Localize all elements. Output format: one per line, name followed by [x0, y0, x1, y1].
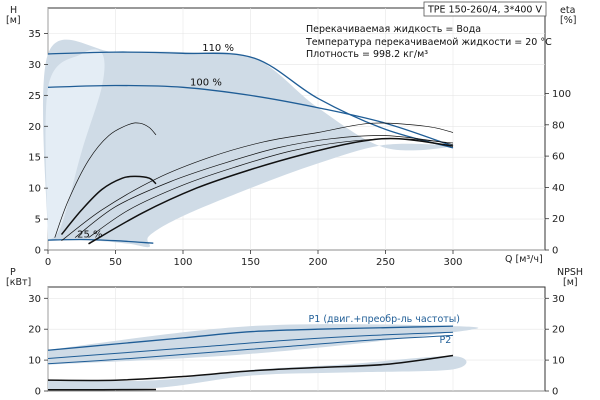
operating-area-light — [45, 49, 105, 241]
p-tick-label: 20 — [28, 325, 41, 336]
power-curve — [47, 334, 454, 365]
y-axis-unit-h: [м] — [6, 15, 21, 26]
x-tick-label: 0 — [45, 257, 51, 268]
efficiency-curve — [54, 122, 157, 238]
power-curve — [47, 325, 454, 351]
y-axis-label-h: H — [10, 5, 17, 16]
speed-label: 25 % — [77, 230, 102, 241]
npsh-curve — [47, 354, 454, 382]
x-tick-label: 250 — [376, 257, 395, 268]
speed-label: 110 % — [202, 43, 234, 54]
p-tick-label: 10 — [28, 356, 41, 367]
power-curve — [47, 331, 454, 360]
y2-tick-label: 100 — [552, 89, 571, 100]
x-axis-label-q: Q [м³/ч] — [505, 254, 543, 265]
upper-ticks: 0 50 100 150 200 250 300 0 5 10 15 20 25 30 35 0 20 40 60 8… — [28, 29, 571, 268]
y2-tick-label: 60 — [552, 152, 565, 163]
efficiency-curve — [88, 137, 454, 245]
y-tick-label: 15 — [28, 153, 41, 164]
power-band — [48, 324, 479, 365]
power-area — [48, 324, 479, 390]
y-axis-label-p: P — [10, 267, 16, 278]
model-box — [423, 1, 547, 17]
y-tick-label: 10 — [28, 184, 41, 195]
lower-series — [47, 325, 454, 391]
efficiency-curve — [74, 135, 454, 238]
liquid-note: Перекачиваемая жидкость = Вода — [306, 24, 481, 35]
power-series-label: P2 — [440, 335, 452, 346]
p-tick-label: 0 — [35, 387, 41, 398]
npsh-tick-label: 30 — [552, 294, 565, 305]
npsh-band — [48, 356, 467, 390]
y2-tick-label: 20 — [552, 214, 565, 225]
y-tick-label: 5 — [35, 215, 41, 226]
y2-tick-label: 0 — [552, 246, 558, 257]
y-axis-unit-p: [кВт] — [6, 277, 31, 288]
y-tick-label: 20 — [28, 122, 41, 133]
x-tick-label: 200 — [308, 257, 327, 268]
x-tick-label: 300 — [443, 257, 462, 268]
x-tick-label: 50 — [109, 257, 122, 268]
npsh-tick-label: 10 — [552, 356, 565, 367]
speed-label: 100 % — [190, 77, 222, 88]
lower-ticks: 0 10 20 30 0 10 20 30 — [28, 294, 564, 398]
y-tick-label: 0 — [35, 246, 41, 257]
p-tick-label: 30 — [28, 294, 41, 305]
speed-curve — [47, 51, 454, 149]
x-tick-label: 100 — [173, 257, 192, 268]
y2-tick-label: 80 — [552, 120, 565, 131]
y2-axis-unit-npsh: [м] — [563, 277, 578, 288]
y-tick-label: 35 — [28, 29, 41, 40]
density-note: Плотность = 998.2 кг/м³ — [306, 49, 428, 60]
upper-series — [47, 51, 454, 245]
y2-axis-label-eta: eta — [560, 5, 575, 16]
model-label: TPE 150-260/4, 3*400 V — [427, 5, 542, 16]
y2-tick-label: 40 — [552, 183, 565, 194]
temperature-note: Температура перекачиваемой жидкости = 20… — [305, 37, 552, 48]
npsh-tick-label: 20 — [552, 325, 565, 336]
operating-area — [43, 39, 454, 248]
power-series-label: P1 (двиг.+преобр-ль частоты) — [309, 314, 460, 325]
efficiency-curve — [61, 122, 454, 242]
y-tick-label: 30 — [28, 60, 41, 71]
y2-axis-unit-eta: [%] — [560, 15, 576, 26]
y2-axis-label-npsh: NPSH — [557, 267, 583, 278]
operating-area-fill — [43, 39, 454, 248]
efficiency-curve — [60, 175, 157, 236]
npsh-tick-label: 0 — [552, 387, 558, 398]
curve-labels: 110 % 100 % 25 % P1 (двиг.+преобр-ль частот… — [77, 43, 460, 346]
y-tick-label: 25 — [28, 91, 41, 102]
x-tick-label: 150 — [241, 257, 260, 268]
